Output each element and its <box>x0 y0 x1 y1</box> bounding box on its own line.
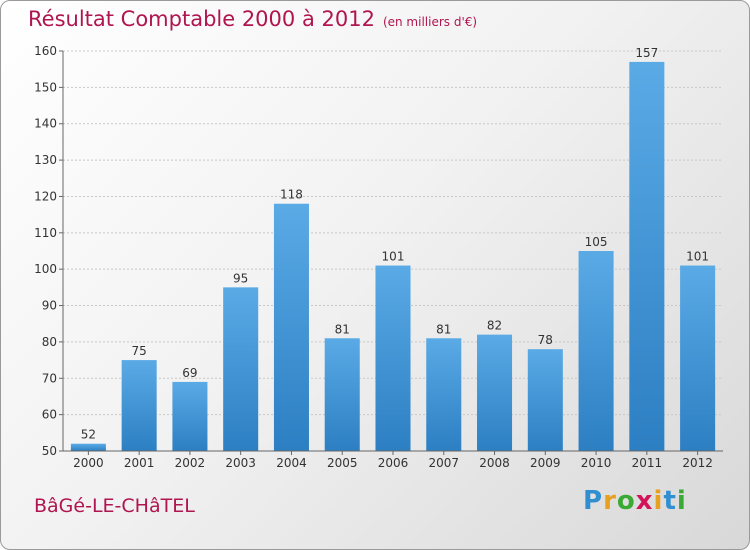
y-tick-label: 110 <box>34 226 57 240</box>
y-tick-label: 130 <box>34 153 57 167</box>
y-tick-label: 120 <box>34 189 57 203</box>
logo-letter: r <box>603 486 617 516</box>
y-tick-label: 60 <box>42 408 57 422</box>
x-axis: 2000 2001 2002 2003 2004 2005 2006 2007 2008 2009… <box>63 450 723 470</box>
y-axis: 50 60 70 80 90 100 110 120 130 140 150 160 <box>34 44 64 458</box>
bar-2011 <box>629 61 665 452</box>
commune-name: BâGé-LE-CHâTEL <box>34 495 195 517</box>
value-label-2010: 105 <box>585 235 608 249</box>
bar-2007 <box>426 338 462 451</box>
logo-letter: t <box>663 486 677 516</box>
x-tick-label-2004: 2004 <box>276 456 307 470</box>
bars: 52 75 69 95 118 81 101 81 82 78 105 157 101 <box>70 46 716 452</box>
x-tick-label-2009: 2009 <box>530 456 561 470</box>
bar-2008 <box>477 334 513 451</box>
x-tick-label-2001: 2001 <box>124 456 155 470</box>
bar-2005 <box>324 338 360 451</box>
value-label-2008: 82 <box>487 319 502 333</box>
x-tick-label-2012: 2012 <box>682 456 713 470</box>
x-tick-label-2005: 2005 <box>327 456 358 470</box>
logo-letter: o <box>616 486 636 516</box>
value-label-2007: 81 <box>436 322 451 336</box>
y-tick-label: 90 <box>42 299 57 313</box>
value-label-2002: 69 <box>182 366 197 380</box>
logo-letter: i <box>676 486 687 516</box>
y-tick-label: 150 <box>34 80 57 94</box>
y-tick-label: 160 <box>34 44 57 58</box>
value-label-2000: 52 <box>81 428 96 442</box>
bar-2012 <box>680 265 716 451</box>
chart-title: Résultat Comptable 2000 à 2012 <box>28 7 375 31</box>
value-label-2001: 75 <box>132 344 147 358</box>
chart-title-block: Résultat Comptable 2000 à 2012 (en millie… <box>28 7 477 31</box>
x-tick-label-2000: 2000 <box>73 456 104 470</box>
bar-2004 <box>273 203 309 451</box>
chart-unit: (en milliers d'€) <box>382 15 478 29</box>
value-label-2011: 157 <box>635 46 658 60</box>
y-tick-label: 140 <box>34 117 57 131</box>
x-tick-label-2003: 2003 <box>225 456 256 470</box>
x-tick-label-2011: 2011 <box>632 456 663 470</box>
bar-2006 <box>375 265 411 451</box>
proxiti-logo: Proxiti <box>583 486 687 516</box>
bar-2010 <box>578 251 614 451</box>
y-tick-label: 80 <box>42 335 57 349</box>
bar-2002 <box>172 381 208 451</box>
value-label-2003: 95 <box>233 271 248 285</box>
y-tick-label: 50 <box>42 444 57 458</box>
logo-letter: i <box>653 486 664 516</box>
logo-letter: x <box>635 486 654 516</box>
x-tick-label-2010: 2010 <box>581 456 612 470</box>
value-label-2005: 81 <box>335 322 350 336</box>
logo-letter: P <box>583 486 604 516</box>
y-tick-label: 70 <box>42 371 57 385</box>
bar-2001 <box>121 360 157 451</box>
y-tick-label: 100 <box>34 262 57 276</box>
value-label-2012: 101 <box>686 250 709 264</box>
x-tick-label-2002: 2002 <box>175 456 206 470</box>
value-label-2004: 118 <box>280 188 303 202</box>
bar-2009 <box>527 349 563 451</box>
value-label-2009: 78 <box>538 333 553 347</box>
value-label-2006: 101 <box>382 250 405 264</box>
bar-2000 <box>70 443 106 451</box>
x-tick-label-2008: 2008 <box>479 456 510 470</box>
bar-2003 <box>223 287 259 451</box>
x-tick-label-2007: 2007 <box>428 456 459 470</box>
x-tick-label-2006: 2006 <box>378 456 409 470</box>
